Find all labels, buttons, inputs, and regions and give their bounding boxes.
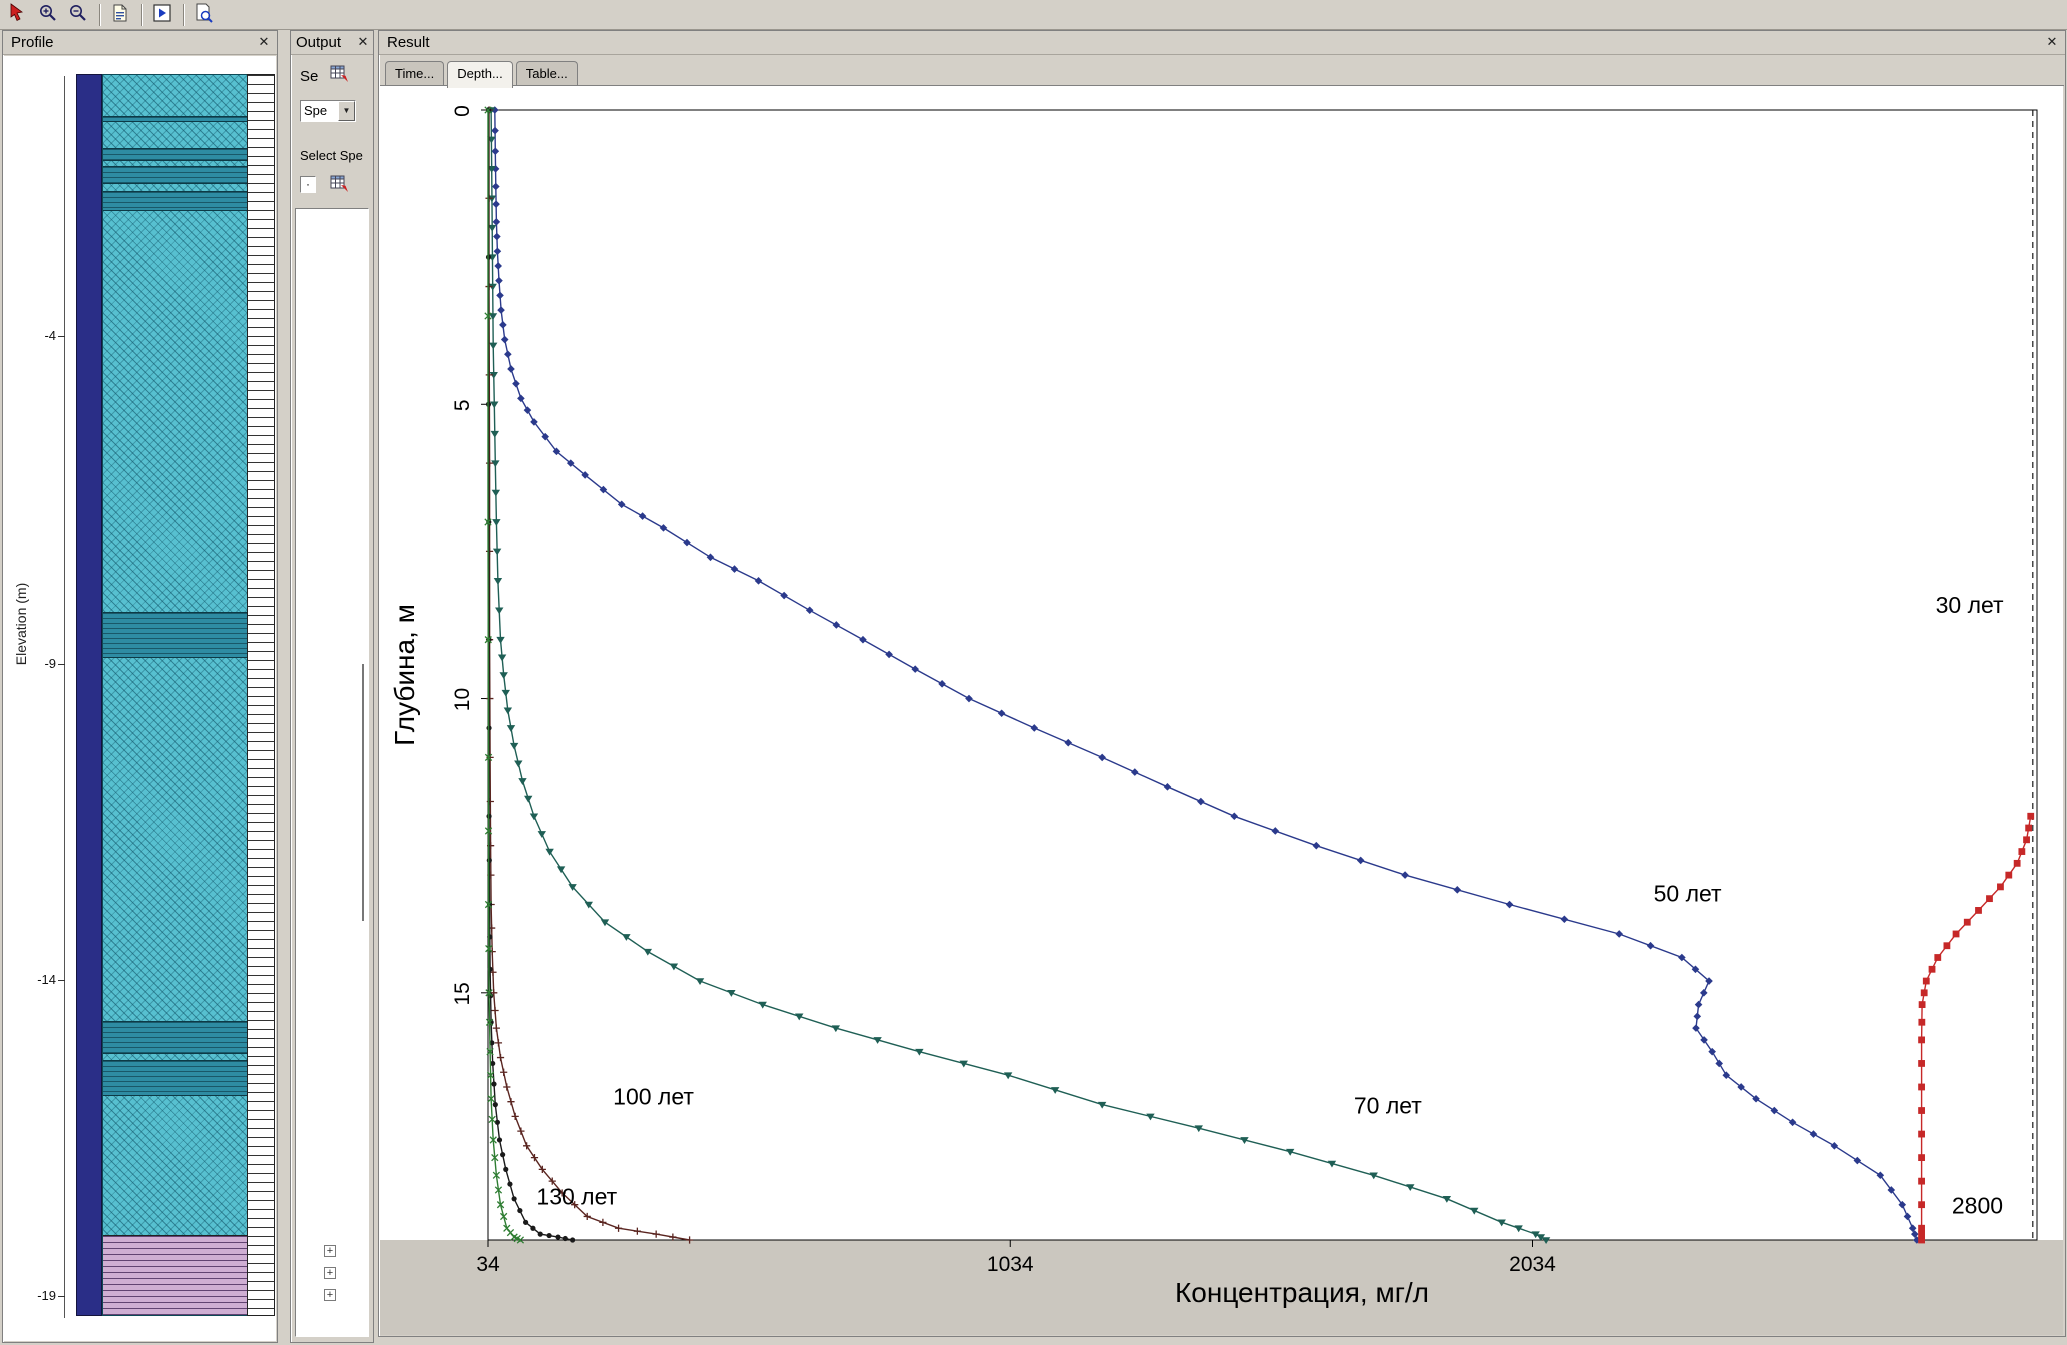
elevation-tick-label: -19 (37, 1288, 56, 1303)
x-tick-label: 2034 (1509, 1253, 1556, 1276)
profile-canvas: Elevation (m) -4 -9 -14 -19 (4, 56, 276, 1341)
soil-column (102, 74, 248, 1316)
mesh-ruler-column (247, 74, 275, 1316)
series-2800 (1918, 812, 2035, 1244)
zoom-out-button[interactable] (64, 1, 92, 28)
zoom-in-button[interactable] (34, 1, 62, 28)
elevation-tick (58, 336, 65, 337)
x-axis-title: Концентрация, мг/л (1175, 1277, 1429, 1308)
soil-bottom-layer (103, 1235, 247, 1315)
close-icon[interactable]: ✕ (2046, 34, 2058, 49)
result-title: Result (387, 34, 430, 51)
print-preview-button[interactable] (190, 1, 218, 28)
series-50 лет (490, 106, 1921, 1244)
se-label: Se (300, 68, 319, 85)
zoom-in-icon (38, 3, 58, 27)
elevation-tick (58, 1296, 65, 1297)
curve-label: 100 лет (613, 1084, 694, 1110)
run-icon (152, 3, 172, 27)
species-table-icon[interactable] (330, 64, 350, 84)
depth-profile-chart: 34 1034 2034 0 5 10 15 Глубина, м Концентрация, … (380, 86, 2063, 1335)
profile-titlebar: Profile ✕ (3, 31, 277, 55)
print-preview-icon (194, 3, 214, 27)
output-panel: Output ✕ Se Spe ▼ Select Spe · + + + (290, 30, 374, 1343)
output-splitter-handle[interactable] (362, 664, 364, 921)
curve-label: 70 лет (1354, 1092, 1422, 1118)
y-tick-label: 15 (451, 982, 474, 1005)
elevation-tick (58, 664, 65, 665)
soil-layer-band (103, 612, 247, 658)
close-icon[interactable]: ✕ (357, 34, 369, 49)
soil-layer-band (103, 148, 247, 161)
profile-title: Profile (11, 34, 54, 51)
curve-label: 30 лет (1936, 592, 2004, 618)
elevation-tick-label: -14 (37, 972, 56, 987)
species-combobox[interactable]: Spe ▼ (300, 100, 356, 122)
curve-label: 2800 (1952, 1193, 2003, 1219)
elevation-tick-label: -4 (44, 328, 56, 343)
y-tick-label: 10 (451, 688, 474, 711)
new-document-button[interactable] (106, 1, 134, 28)
chevron-down-icon[interactable]: ▼ (338, 101, 355, 121)
x-tick-label: 34 (476, 1253, 500, 1276)
tree-expand-icon[interactable]: + (324, 1267, 336, 1279)
output-title: Output (296, 34, 342, 51)
main-toolbar (0, 0, 2067, 30)
zoom-out-icon (68, 3, 88, 27)
output-listbox[interactable] (295, 208, 369, 1337)
boundary-column (76, 74, 102, 1316)
elevation-axis-line (64, 76, 65, 1318)
select-tool-button[interactable] (4, 1, 32, 28)
elevation-tick (58, 980, 65, 981)
tab-time[interactable]: Time... (385, 61, 445, 85)
run-button[interactable] (148, 1, 176, 28)
toolbar-separator (141, 3, 143, 26)
result-titlebar: Result ✕ (379, 31, 2065, 55)
y-tick-label: 0 (451, 105, 474, 117)
new-document-icon (110, 3, 130, 27)
soil-layer-band (103, 1021, 247, 1054)
plot-area (487, 109, 2038, 1241)
tree-expand-icon[interactable]: + (324, 1289, 336, 1301)
tree-expand-icon[interactable]: + (324, 1245, 336, 1257)
select-species-label: Select Spe (300, 148, 363, 163)
toolbar-separator (183, 3, 185, 26)
series-unlabeled (484, 106, 525, 1244)
x-tick-label: 1034 (987, 1253, 1034, 1276)
profile-panel: Profile ✕ Elevation (m) -4 -9 -14 -19 (2, 30, 278, 1343)
result-panel: Result ✕ Time... Depth... Table... 34 1034 2… (378, 30, 2066, 1337)
select-species-icon[interactable] (330, 174, 350, 194)
elevation-tick-label: -9 (44, 656, 56, 671)
species-index-box[interactable]: · (300, 176, 316, 193)
soil-layer-band (103, 166, 247, 184)
curve-label: 50 лет (1654, 881, 1722, 907)
chart-margin-strip (380, 1240, 2063, 1335)
species-combobox-value: Spe (304, 103, 328, 118)
toolbar-separator (99, 3, 101, 26)
soil-layer-band (103, 116, 247, 122)
result-tabs: Time... Depth... Table... (380, 56, 2064, 88)
tab-table[interactable]: Table... (515, 61, 578, 85)
soil-layer-band (103, 191, 247, 211)
close-icon[interactable]: ✕ (258, 34, 270, 49)
curve-label: 130 лет (536, 1184, 617, 1210)
tab-depth[interactable]: Depth... (447, 61, 513, 88)
y-tick-label: 5 (451, 399, 474, 411)
soil-layer-band (103, 1060, 247, 1096)
depth-chart-svg: 34 1034 2034 0 5 10 15 Глубина, м Концентрация, … (380, 105, 2063, 1335)
select-cursor-icon (8, 2, 28, 27)
output-titlebar: Output ✕ (291, 31, 373, 55)
output-body: Se Spe ▼ Select Spe · + + + (292, 56, 372, 1341)
y-axis-title: Глубина, м (389, 604, 420, 746)
